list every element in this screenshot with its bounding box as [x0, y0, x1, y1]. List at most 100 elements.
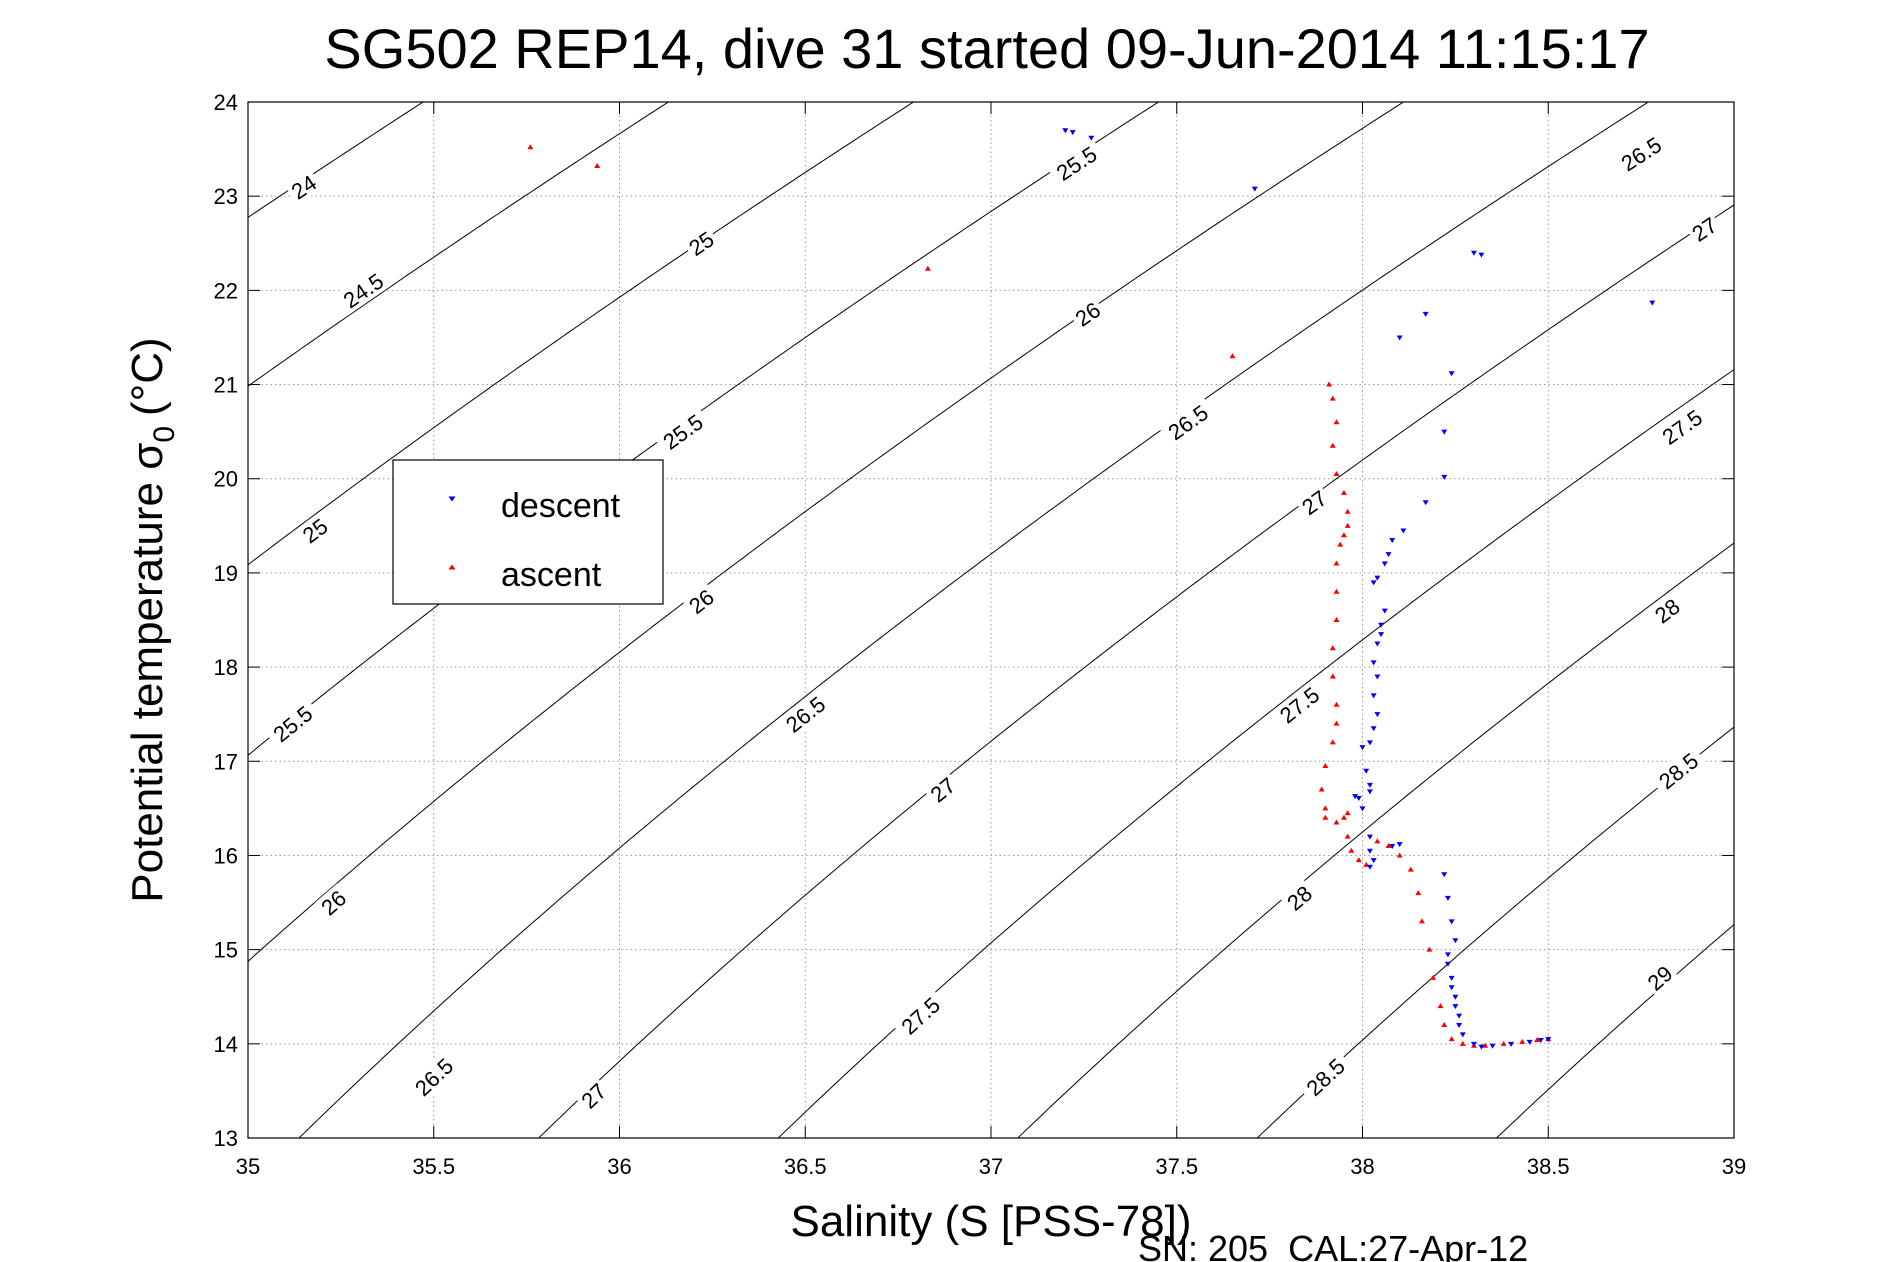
y-tick-label: 19 [214, 561, 238, 586]
descent-point [1366, 789, 1373, 795]
descent-point [1444, 895, 1451, 901]
contour-label-bg [314, 883, 353, 922]
descent-point [1370, 580, 1377, 586]
ascent-point [1322, 762, 1329, 768]
ascent-point [1333, 419, 1340, 425]
descent-point [1448, 371, 1455, 377]
descent-point [1537, 1038, 1544, 1044]
chart-title: SG502 REP14, dive 31 started 09-Jun-2014… [324, 17, 1649, 80]
descent-point [1352, 794, 1359, 800]
ascent-point [1396, 852, 1403, 858]
descent-point [1508, 1041, 1515, 1047]
ascent-point [1329, 442, 1336, 448]
descent-point [1470, 250, 1477, 256]
ascent-point [1519, 1038, 1526, 1044]
x-tick-label: 37 [979, 1154, 1003, 1179]
y-tick-label: 13 [214, 1126, 238, 1151]
ascent-point [1329, 673, 1336, 679]
descent-point [1478, 252, 1485, 258]
ascent-point [924, 265, 931, 271]
ascent-point [1340, 532, 1347, 538]
ascent-point [1333, 701, 1340, 707]
descent-point [1378, 632, 1385, 638]
density-contour-line [537, 204, 1734, 1138]
contour-label-bg [1685, 210, 1724, 248]
ascent-series [527, 144, 1552, 1048]
descent-point [1359, 745, 1366, 751]
descent-point [1366, 782, 1373, 788]
ascent-point [1407, 866, 1414, 872]
ascent-point [1348, 847, 1355, 853]
ascent-point [1418, 918, 1425, 924]
descent-point [1459, 1032, 1466, 1038]
descent-point [1370, 858, 1377, 864]
descent-point [1374, 641, 1381, 647]
ascent-point [1448, 1036, 1455, 1042]
density-contour-line [1017, 542, 1734, 1138]
y-tick-label: 18 [214, 655, 238, 680]
density-contour-line [248, 102, 670, 387]
plot-area: 2424.5252525.525.525.526262626.526.526.5… [247, 101, 1735, 1139]
descent-point [1545, 1037, 1552, 1043]
y-axis-label-units: (°C) [123, 337, 172, 416]
ascent-point [1437, 1003, 1444, 1009]
y-tick-label: 21 [214, 373, 238, 398]
descent-point [1456, 1022, 1463, 1028]
contour-label-bg [892, 988, 949, 1043]
x-tick-label: 38 [1350, 1154, 1374, 1179]
descent-point [1396, 842, 1403, 848]
contour-label-bg [334, 265, 393, 316]
contour-label-bg [1158, 396, 1217, 448]
contour-label-bg [1653, 401, 1711, 453]
legend: descent ascent [392, 459, 664, 605]
contour-label-bg [295, 511, 335, 550]
y-tick-label: 15 [214, 938, 238, 963]
descent-point [1366, 740, 1373, 746]
legend-descent-label: descent [501, 487, 621, 525]
descent-point [1088, 135, 1095, 141]
descent-point [1422, 311, 1429, 317]
y-axis-label: Potential temperature σ0 (°C) [123, 337, 181, 902]
y-tick-label: 14 [214, 1032, 238, 1057]
contour-label-bg [653, 406, 712, 458]
descent-point [1359, 806, 1366, 812]
descent-point [1370, 693, 1377, 699]
ascent-point [1329, 739, 1336, 745]
contour-label-bg [264, 697, 322, 750]
density-contour-labels: 2424.5252525.525.525.526262626.526.526.5… [264, 129, 1724, 1115]
descent-point [1069, 130, 1076, 136]
x-tick-label: 36.5 [784, 1154, 827, 1179]
ascent-point [1374, 838, 1381, 844]
axis-ticks [247, 101, 1735, 1139]
ascent-point [1333, 819, 1340, 825]
contour-label-bg [1068, 295, 1107, 333]
x-tick-labels: 35 35.5 36 36.5 37 37.5 38 38.5 39 [236, 1154, 1746, 1179]
x-tick-label: 36 [607, 1154, 631, 1179]
ascent-point [1318, 786, 1325, 792]
ascent-point [1459, 1040, 1466, 1046]
contour-label-bg [1047, 138, 1106, 189]
ascent-point [1344, 833, 1351, 839]
descent-point [1385, 552, 1392, 558]
contour-label-bg [1297, 1049, 1354, 1104]
x-tick-label: 39 [1722, 1154, 1746, 1179]
y-tick-label: 23 [214, 184, 238, 209]
ascent-point [1426, 946, 1433, 952]
contour-label: 25.5 [264, 697, 322, 750]
ascent-point [1385, 843, 1392, 849]
ascent-point [1333, 720, 1340, 726]
y-tick-label: 16 [214, 843, 238, 868]
descent-point [1478, 1044, 1485, 1050]
descent-point [1526, 1039, 1533, 1045]
ascent-point [1329, 645, 1336, 651]
legend-ascent-label: ascent [501, 556, 602, 594]
density-contour-line [298, 102, 1650, 1138]
descent-point [1448, 975, 1455, 981]
descent-point [1470, 1041, 1477, 1047]
descent-point [1355, 796, 1362, 802]
descent-point [1444, 961, 1451, 967]
ascent-point [1344, 810, 1351, 816]
descent-point [1378, 622, 1385, 628]
ascent-point [1329, 395, 1336, 401]
density-contour-line [248, 102, 1160, 756]
